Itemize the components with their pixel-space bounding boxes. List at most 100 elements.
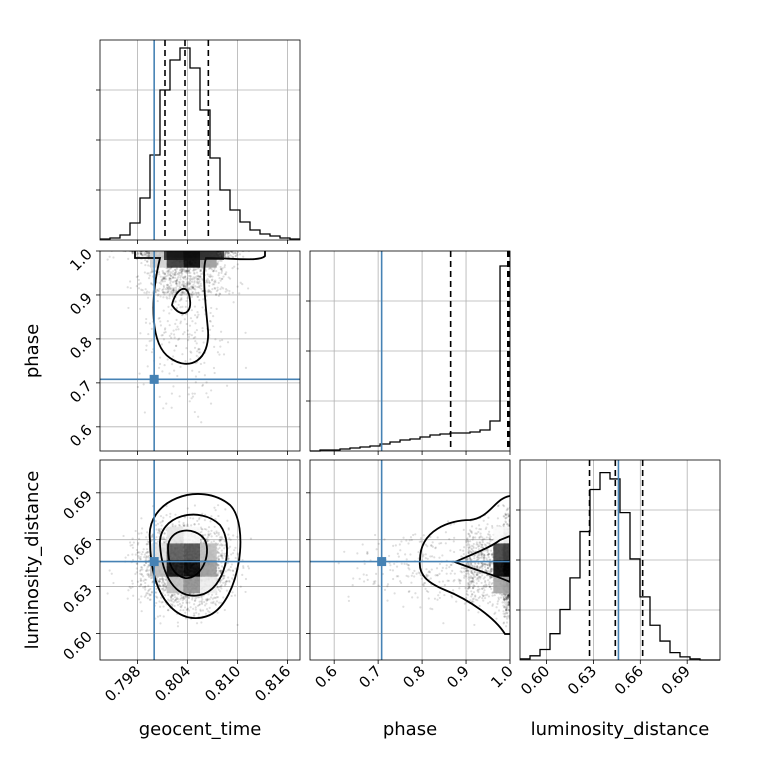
sample-point [218,276,221,280]
sample-point [194,608,197,611]
sample-point [177,280,181,283]
sample-point [182,597,185,600]
sample-point [146,540,149,543]
sample-point [184,611,187,614]
sample-point [178,520,181,523]
sample-point [167,305,170,308]
sample-point [144,288,147,291]
sample-point [220,587,223,590]
sample-point [146,251,149,255]
sample-point [176,278,179,282]
sample-point [155,595,158,598]
sample-point [162,581,166,584]
sample-point [144,557,148,560]
sample-point [175,328,178,331]
sample-point [230,563,234,566]
sample-point [146,296,150,299]
sample-point [161,277,164,281]
sample-point [197,523,200,526]
sample-point [166,358,169,361]
sample-point [137,253,140,256]
sample-point [168,324,171,327]
sample-point [147,264,150,267]
sample-point [200,601,204,604]
sample-point [213,280,216,283]
sample-point [148,598,152,601]
sample-point [147,277,151,280]
sample-point [126,286,129,289]
sample-point [218,585,222,588]
sample-point [188,287,191,291]
sample-point [168,372,171,375]
sample-point [145,569,148,573]
sample-point [216,572,220,575]
sample-point [175,282,178,285]
sample-point [209,267,212,270]
sample-point [178,285,181,288]
sample-point [189,358,192,361]
sample-point [167,289,170,293]
sample-point [128,585,131,589]
sample-point [183,331,186,334]
sample-point [214,603,217,607]
sample-point [180,268,184,271]
sample-point [179,286,182,289]
sample-point [228,580,231,583]
sample-point [220,338,224,342]
sample-point [139,558,142,561]
sample-point [197,518,201,521]
sample-point [186,333,189,336]
sample-point [143,253,146,256]
sample-point [221,554,224,557]
contour-line [134,251,266,365]
sample-point [129,586,132,590]
sample-point [178,337,181,340]
sample-point [184,269,187,272]
sample-point [200,421,203,424]
sample-point [145,292,148,295]
sample-point [208,281,211,284]
sample-point [234,255,237,258]
sample-point [197,348,200,351]
sample-point [162,286,166,289]
sample-point [200,528,203,531]
sample-point [224,273,227,276]
sample-point [234,254,237,258]
sample-point [181,305,184,308]
sample-point [213,283,216,286]
sample-point [138,585,141,588]
sample-point [147,254,150,257]
sample-point [173,593,176,596]
sample-point [142,575,145,578]
sample-point [214,279,217,282]
sample-point [136,562,139,566]
sample-point [176,273,179,276]
sample-point [159,521,162,524]
sample-point [173,369,176,372]
sample-point [216,286,219,289]
sample-point [129,286,132,290]
sample-point [180,270,183,273]
sample-point [187,286,191,289]
sample-point [140,517,143,520]
sample-point [141,568,144,571]
sample-point [173,273,176,276]
sample-point [148,274,151,277]
sample-point [220,286,223,289]
sample-point [182,596,185,599]
hist-panel-luminosity_distance [516,459,721,664]
sample-point [185,299,188,303]
sample-point [110,572,113,575]
sample-point [180,310,183,313]
sample-point [190,351,193,354]
sample-point [192,614,195,617]
sample-point [223,584,227,587]
sample-point [189,277,192,280]
sample-point [219,292,222,296]
sample-point [166,286,169,289]
sample-point [191,293,194,296]
sample-point [156,294,159,297]
sample-point [216,573,219,576]
sample-point [151,533,154,537]
sample-point [139,569,142,572]
